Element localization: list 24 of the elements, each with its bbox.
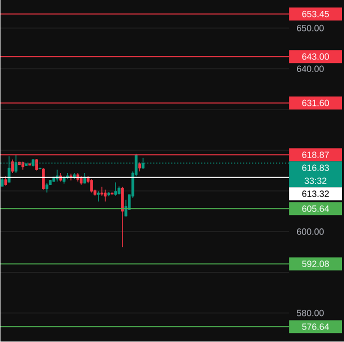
ref-line-label: 631.60 [302, 100, 329, 106]
candlestick [97, 191, 100, 202]
y-tick-label: 580.00 [296, 310, 324, 316]
candlestick [104, 190, 107, 202]
candlestick [42, 168, 45, 190]
ref-line-label: 605.64 [302, 206, 330, 212]
y-tick-label: 600.00 [297, 228, 324, 236]
ref-line-label: 576.64 [302, 324, 330, 330]
ref-line-label: 592.08 [302, 260, 329, 268]
ref-line-label: 613.32 [302, 190, 329, 198]
ref-line-label: 618.87 [302, 152, 329, 158]
candlestick [35, 159, 38, 172]
candlestick [4, 176, 8, 186]
candlestick [45, 183, 48, 194]
candlestick [90, 178, 93, 194]
ref-line-label: 653.45 [302, 11, 329, 18]
ref-line-label: 616.83 [302, 164, 329, 172]
candlestick [121, 186, 124, 248]
text: 33:32 [304, 178, 326, 184]
ref-line-label: 643.00 [302, 54, 329, 60]
y-tick-label: 650.00 [297, 25, 324, 32]
candlestick [114, 182, 117, 196]
candlestick [11, 159, 14, 174]
y-tick-label: 640.00 [297, 66, 324, 72]
